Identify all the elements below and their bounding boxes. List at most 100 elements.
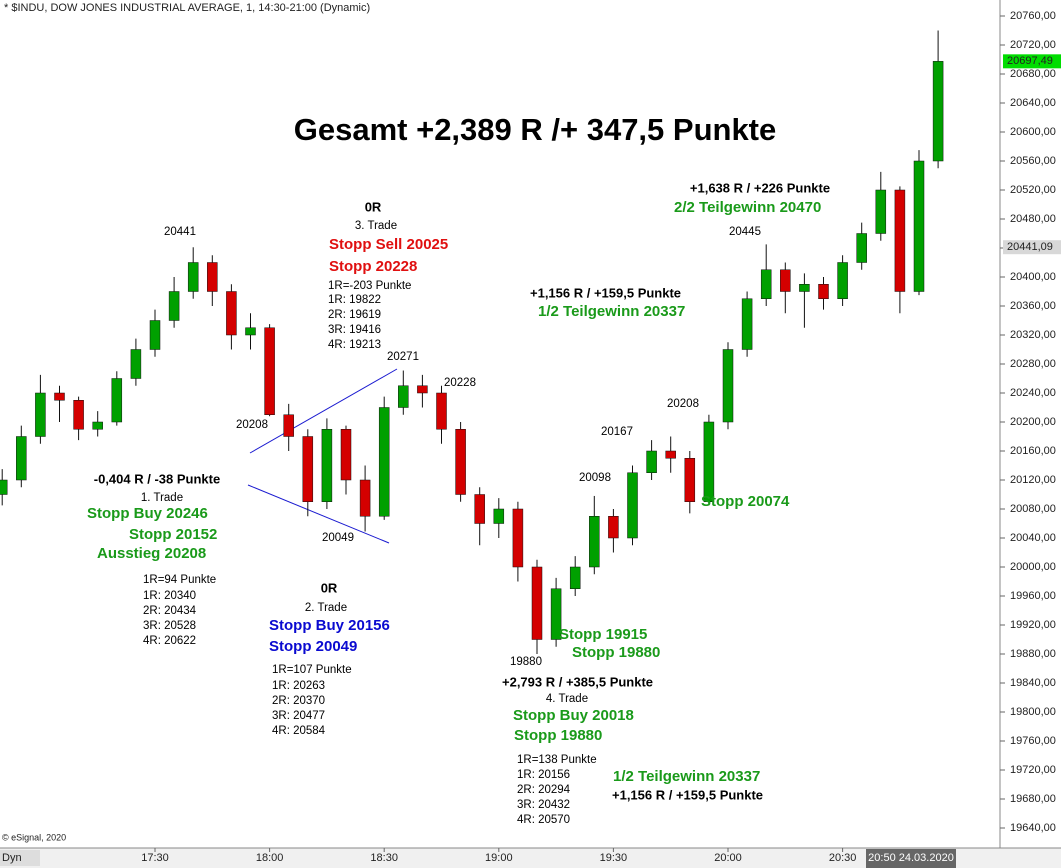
candle-body [856,233,867,263]
candle-body [646,450,657,473]
y-tick-label: 20520,00 [1010,184,1056,196]
annotation: 1R=107 Punkte [272,664,352,676]
y-tick-label: 20360,00 [1010,300,1056,312]
crosshair-box [866,849,956,868]
y-tick-label: 20640,00 [1010,97,1056,109]
candle-body [359,479,371,517]
annotation: 1/2 Teilgewinn 20337 [538,303,685,320]
candle-body [321,429,333,502]
annotation: 3R: 20477 [272,710,325,722]
annotation: 2R: 20370 [272,695,325,707]
candle-body [264,327,275,415]
annotation: Stopp 19915 [559,626,647,643]
annotation: Stopp 19880 [514,727,602,744]
candle-body [245,327,256,336]
candle-body [283,414,294,437]
annotation: 20167 [601,426,633,438]
candle-body [722,349,734,423]
y-tick-label: 20280,00 [1010,358,1056,370]
annotation: 0R [365,199,382,214]
candle-body [741,298,753,350]
candle-body [149,320,161,350]
trend-line [249,368,398,454]
candle-body [608,516,619,539]
y-tick-label: 19720,00 [1010,764,1056,776]
marker-price-label: 20441,09 [1007,241,1053,253]
y-tick-label: 19960,00 [1010,590,1056,602]
annotation: Stopp 19880 [572,644,660,661]
annotation: 20441 [164,226,196,238]
annotation: 1R: 19822 [328,294,381,306]
annotation: 3R: 20432 [517,799,570,811]
annotation: 2/2 Teilgewinn 20470 [674,199,821,216]
candle-body [913,160,925,292]
annotation: 20445 [729,226,761,238]
annotation: Stopp Buy 20018 [513,707,634,724]
annotation: Stopp 20228 [329,258,417,275]
candle-body [665,450,676,459]
annotation: -0,404 R / -38 Punkte [94,471,220,486]
y-tick-label: 19920,00 [1010,619,1056,631]
candle-body [799,284,810,292]
y-tick-label: 20120,00 [1010,474,1056,486]
annotation: 2R: 19619 [328,309,381,321]
y-tick-label: 20760,00 [1010,10,1056,22]
annotation: 1. Trade [141,492,183,504]
x-axis-bar [0,848,1061,868]
annotation: Gesamt +2,389 R /+ 347,5 Punkte [294,112,777,147]
annotation: 19880 [510,656,542,668]
x-tick-label: 17:30 [141,852,169,864]
annotation: Stopp 20074 [701,493,790,510]
annotation: 4R: 20584 [272,725,326,737]
dyn-label[interactable]: Dyn [2,852,22,864]
annotation: 20098 [579,472,611,484]
annotation: 1R=138 Punkte [517,754,597,766]
annotation: 20228 [444,377,476,389]
marker-price-box [1003,240,1061,255]
candle-body [417,385,428,394]
y-tick-label: 19760,00 [1010,735,1056,747]
y-tick-label: 20600,00 [1010,126,1056,138]
annotation: 2. Trade [305,602,347,614]
candle-body [627,472,638,539]
candle-body [54,392,65,401]
annotation: 1R=94 Punkte [143,574,216,586]
annotation: 4. Trade [546,693,588,705]
candle-body [168,291,180,321]
y-tick-label: 20040,00 [1010,532,1056,544]
x-tick-label: 18:00 [256,852,284,864]
candle-body [474,494,485,524]
candle-body [207,262,218,292]
candle-body [187,262,199,292]
y-tick-label: 20240,00 [1010,387,1056,399]
y-tick-label: 20560,00 [1010,155,1056,167]
annotation: +2,793 R / +385,5 Punkte [502,674,653,689]
candle-body [703,421,715,502]
annotation: 20208 [667,398,699,410]
candle-body [378,407,390,517]
annotation: 3. Trade [355,220,397,232]
candle-body [16,436,27,481]
candle-body [589,516,600,568]
x-tick-label: 20:30 [829,852,857,864]
chart-title: * $INDU, DOW JONES INDUSTRIAL AVERAGE, 1… [4,2,370,14]
candle-body [837,262,848,299]
x-tick-label: 18:30 [370,852,398,864]
candle-body [550,588,562,640]
annotation: 4R: 19213 [328,339,381,351]
annotation: Stopp Buy 20156 [269,617,390,634]
y-tick-label: 19680,00 [1010,793,1056,805]
annotation: 4R: 20622 [143,635,196,647]
candle-body [455,429,466,495]
candle-body [130,349,142,379]
annotation: Stopp 20152 [129,526,217,543]
dyn-button[interactable] [0,850,40,866]
annotation: 1R: 20340 [143,590,196,602]
annotation: 1R: 20263 [272,680,325,692]
candle-body [226,291,237,336]
x-tick-label: 19:00 [485,852,513,864]
annotation: 2R: 20434 [143,605,197,617]
annotation: +1,156 R / +159,5 Punkte [612,787,763,802]
annotation: 0R [321,580,338,595]
